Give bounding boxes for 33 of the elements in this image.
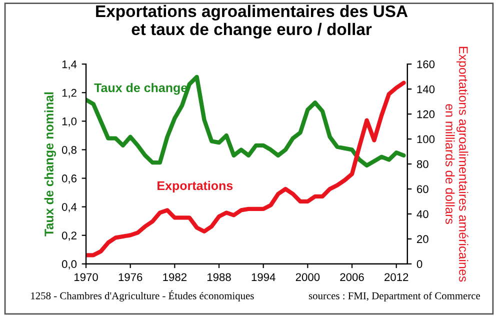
y2-tick-label: 40: [416, 210, 428, 218]
x-tick-label: 1982: [163, 273, 186, 282]
y-tick-label: 0,0: [62, 260, 77, 270]
y-tick-label: 1,2: [62, 88, 76, 98]
y2-tick-label: 80: [416, 160, 428, 168]
y2-tick-label: 20: [417, 235, 428, 244]
x-tick-label: 2006: [340, 273, 364, 282]
y-tick-label: 1,0: [62, 117, 77, 127]
line-series: [86, 74, 406, 168]
y-tick-label: 0,6: [62, 174, 76, 184]
y2-axis-title: Exportations agroalimentaires américaines en milliards de dollars: [446, 46, 468, 282]
series-label: Exportations: [158, 180, 233, 193]
y2-tick-label: 60: [417, 185, 428, 194]
x-tick-label: 2012: [384, 273, 408, 282]
source-note: sources : FMI, Department of Commerce: [308, 292, 480, 302]
y2-tick-label: 140: [417, 85, 435, 94]
line-series: [86, 80, 406, 258]
x-tick-label: 1988: [208, 273, 231, 282]
y-axis-title: Taux de change nominal: [44, 92, 56, 236]
y-tick-label: 0,2: [62, 232, 76, 241]
text: 1258 - Chambres d'Agriculture - Études économiques: [31, 290, 254, 302]
x-tick-label: 1994: [252, 273, 276, 282]
x-tick-label: 2000: [296, 273, 320, 282]
y2-tick-label: 160: [417, 60, 435, 68]
y2-tick-label: 120: [417, 110, 435, 118]
y-tick-label: 1,4: [62, 60, 77, 70]
x-tick-label: 1976: [118, 273, 142, 282]
y-tick-label: 0,4: [62, 203, 77, 212]
x-tick-label: 1970: [74, 273, 98, 282]
y-tick-label: 0,8: [62, 146, 77, 156]
y2-tick-label: 100: [417, 135, 435, 144]
chart-title: Exportations agroalimentaires des USA et taux de change euro / dollar: [96, 4, 408, 39]
y2-tick-label: 0: [416, 260, 422, 268]
